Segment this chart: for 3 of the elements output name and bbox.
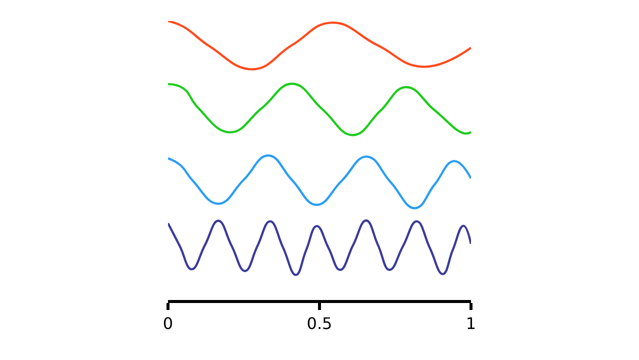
x-tick-label: 1 bbox=[466, 314, 476, 333]
x-tick-label: 0.5 bbox=[306, 314, 332, 333]
x-tick-label: 0 bbox=[162, 314, 174, 333]
